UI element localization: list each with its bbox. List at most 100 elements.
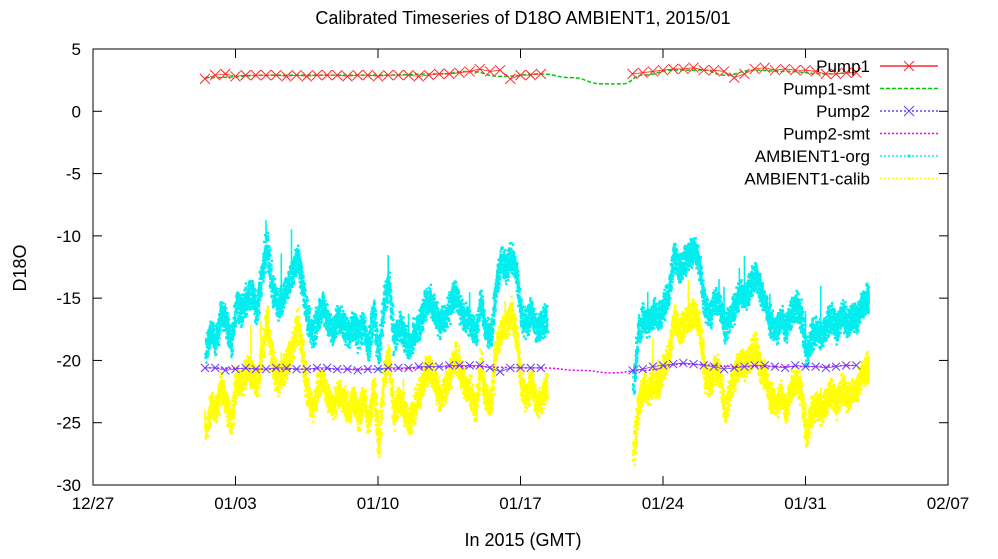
data-point (257, 283, 261, 287)
data-point (459, 317, 462, 320)
data-point (486, 328, 490, 331)
data-point (438, 325, 442, 329)
data-point (329, 321, 332, 325)
data-point (322, 301, 325, 304)
data-point (296, 244, 300, 247)
data-point (463, 311, 466, 314)
data-point (517, 270, 520, 273)
data-point (295, 263, 299, 266)
data-point (369, 329, 372, 332)
data-point (374, 314, 377, 317)
data-point (234, 303, 237, 306)
data-point (275, 313, 278, 316)
data-point (283, 299, 287, 302)
data-point (403, 329, 407, 332)
data-point (287, 282, 290, 285)
data-point (264, 271, 267, 274)
data-point (270, 268, 273, 272)
data-point (303, 287, 306, 290)
data-point (343, 339, 346, 342)
data-point (370, 318, 373, 321)
data-point (477, 314, 480, 317)
data-point (305, 312, 309, 316)
data-point (227, 343, 230, 346)
data-point (315, 337, 318, 341)
data-point (337, 306, 340, 310)
data-point (382, 292, 386, 295)
data-point (373, 308, 376, 311)
data-point (328, 324, 331, 327)
data-point (484, 330, 487, 333)
data-point (219, 301, 223, 304)
data-point (246, 304, 250, 308)
data-point (380, 320, 384, 323)
series-ambient1-org (204, 220, 870, 395)
data-point (460, 295, 463, 298)
data-point (288, 274, 291, 277)
data-point (440, 324, 443, 328)
data-point (328, 327, 332, 330)
data-point (310, 323, 313, 326)
data-point (285, 286, 288, 289)
data-point (251, 294, 254, 297)
data-point (376, 337, 379, 340)
data-point (423, 307, 426, 310)
data-point (396, 342, 399, 346)
data-point (275, 308, 278, 311)
data-point (314, 310, 317, 313)
data-point (327, 314, 330, 317)
data-point (356, 319, 360, 323)
data-point (358, 322, 361, 325)
data-point (247, 293, 250, 296)
data-point (280, 312, 283, 315)
data-point (345, 327, 348, 330)
data-point (298, 252, 301, 256)
data-point (219, 321, 222, 324)
data-point (238, 314, 242, 317)
data-point (237, 314, 240, 318)
data-point (463, 316, 466, 320)
data-point (243, 301, 246, 305)
data-point (430, 316, 433, 319)
data-point (423, 292, 426, 295)
data-point (389, 310, 393, 313)
data-point (223, 307, 226, 310)
data-point (266, 264, 270, 267)
data-point (329, 318, 333, 321)
data-point (217, 340, 220, 343)
data-point (451, 307, 455, 311)
data-point (445, 322, 448, 325)
data-point (268, 284, 271, 287)
data-point (333, 323, 336, 326)
data-point (234, 321, 238, 325)
data-point (348, 334, 351, 337)
data-point (297, 249, 301, 252)
data-point (320, 299, 324, 302)
data-point (438, 335, 442, 339)
data-point (308, 311, 311, 315)
data-point (376, 349, 379, 352)
data-point (256, 315, 259, 318)
data-point (371, 320, 374, 323)
data-point (329, 340, 333, 343)
data-point (481, 299, 484, 303)
data-point (413, 326, 416, 329)
data-point (505, 282, 508, 286)
data-point (330, 332, 334, 335)
data-point (417, 335, 420, 338)
data-point (477, 339, 480, 342)
data-point (296, 258, 300, 261)
data-point (344, 325, 347, 328)
data-point (475, 331, 479, 335)
data-point (332, 320, 336, 323)
data-point (249, 291, 252, 294)
data-point (266, 244, 269, 248)
data-point (367, 338, 370, 342)
data-point (481, 309, 484, 312)
data-point (382, 298, 385, 301)
data-point (355, 342, 358, 345)
data-point (386, 291, 390, 294)
data-point (244, 282, 248, 285)
data-point (415, 328, 419, 331)
data-point (236, 300, 240, 303)
